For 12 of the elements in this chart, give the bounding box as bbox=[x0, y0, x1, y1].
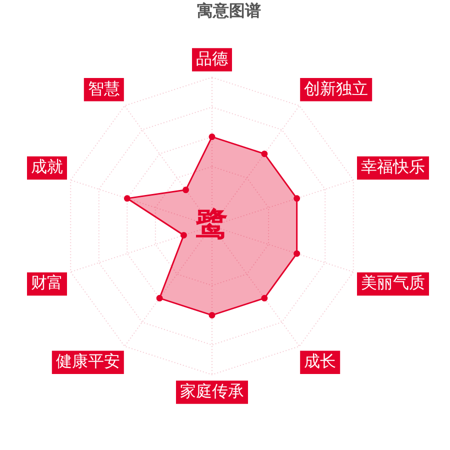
spoke-label: 幸福快乐 bbox=[361, 157, 425, 176]
spoke-label: 美丽气质 bbox=[361, 273, 425, 292]
spoke-label: 品德 bbox=[196, 48, 228, 68]
chart-title: 寓意图谱 bbox=[197, 0, 261, 20]
spoke-label: 成长 bbox=[304, 352, 336, 371]
spoke-label: 成就 bbox=[31, 157, 63, 176]
spoke-label: 智慧 bbox=[88, 78, 120, 98]
spoke-label: 创新独立 bbox=[304, 78, 368, 98]
spoke-label: 健康平安 bbox=[56, 352, 120, 371]
spoke-label: 财富 bbox=[31, 273, 63, 292]
spoke-label: 家庭传承 bbox=[180, 381, 244, 400]
text: 鹭 bbox=[195, 204, 228, 242]
